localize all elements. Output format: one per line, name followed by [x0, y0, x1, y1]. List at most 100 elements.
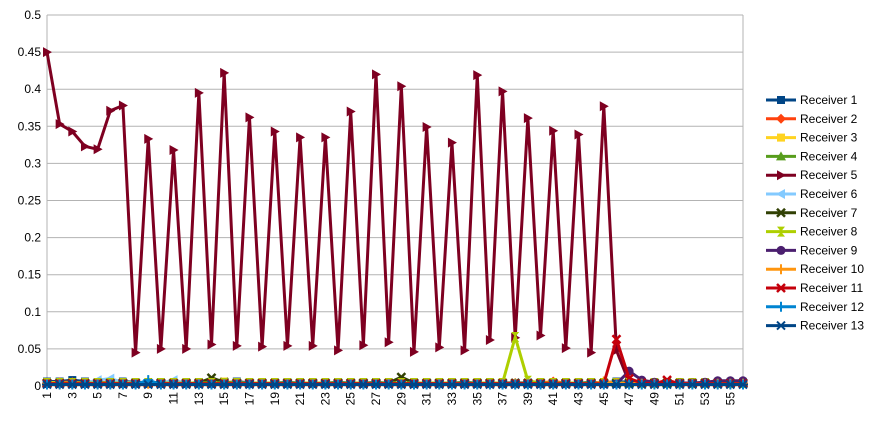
data-point	[219, 379, 230, 390]
legend-swatch-marker	[776, 207, 786, 218]
data-point	[143, 379, 154, 390]
x-tick-label: 29	[394, 392, 408, 406]
legend-item: Receiver 7	[766, 206, 858, 220]
legend-item: Receiver 6	[766, 187, 858, 201]
data-point	[372, 69, 382, 80]
legend-swatch-marker	[776, 301, 786, 312]
data-point	[232, 340, 242, 351]
x-tick-label: 49	[647, 392, 661, 406]
data-point	[93, 144, 103, 155]
data-point	[345, 379, 356, 390]
data-point	[42, 379, 52, 390]
data-point	[182, 343, 192, 354]
series-group	[42, 47, 748, 390]
data-point	[536, 330, 546, 341]
x-tick-label: 51	[673, 392, 687, 406]
data-point	[207, 339, 217, 350]
legend-label: Receiver 7	[800, 206, 858, 220]
data-point	[269, 379, 280, 390]
data-point	[130, 379, 141, 390]
data-point	[307, 379, 318, 390]
data-point	[181, 379, 192, 390]
x-tick-label: 19	[268, 392, 282, 406]
data-point	[43, 47, 52, 58]
legend-swatch-marker	[776, 151, 786, 161]
x-tick-label: 47	[622, 392, 636, 406]
x-tick-label: 17	[242, 392, 256, 406]
data-point	[523, 113, 533, 124]
data-point	[624, 379, 635, 390]
legend-swatch-marker	[776, 113, 786, 124]
legend-swatch-marker	[777, 133, 785, 142]
data-point	[333, 379, 344, 390]
data-point	[587, 347, 597, 358]
legend-swatch-marker	[776, 283, 786, 293]
data-point	[408, 379, 419, 390]
data-point	[334, 345, 344, 356]
legend-item: Receiver 8	[766, 225, 858, 239]
legend-label: Receiver 8	[800, 225, 858, 239]
data-point	[358, 379, 369, 390]
data-point	[282, 379, 293, 390]
data-point	[384, 337, 394, 348]
data-point	[105, 379, 116, 390]
x-tick-label: 15	[217, 392, 231, 406]
data-point	[79, 379, 90, 390]
y-tick-label: 0.45	[18, 45, 42, 59]
data-point	[485, 334, 495, 345]
legend-item: Receiver 5	[766, 168, 858, 182]
data-point	[484, 379, 495, 390]
y-tick-label: 0.4	[24, 82, 41, 96]
data-point	[511, 332, 520, 343]
legend-swatch-marker	[776, 264, 786, 275]
legend-swatch-marker	[777, 170, 786, 181]
y-tick-label: 0.15	[18, 268, 42, 282]
y-tick-label: 0.3	[24, 156, 41, 170]
data-point	[231, 379, 242, 390]
data-point	[80, 141, 90, 152]
legend-label: Receiver 13	[800, 319, 864, 333]
y-tick-label: 0.05	[18, 342, 42, 356]
data-point	[321, 132, 331, 143]
x-tick-label: 53	[698, 392, 712, 406]
legend-item: Receiver 10	[766, 262, 864, 276]
legend-label: Receiver 6	[800, 187, 858, 201]
y-tick-label: 0.1	[24, 305, 41, 319]
legend-label: Receiver 5	[800, 168, 858, 182]
data-point	[598, 379, 609, 390]
data-point	[662, 379, 673, 390]
data-point	[712, 379, 723, 390]
data-point	[283, 340, 293, 351]
data-point	[674, 379, 685, 390]
data-point	[573, 379, 584, 390]
data-point	[435, 342, 445, 353]
legend-swatch-marker	[776, 189, 785, 199]
x-tick-label: 45	[597, 392, 611, 406]
legend-swatch-marker	[777, 226, 785, 237]
legend-swatch-marker	[777, 96, 785, 104]
data-point	[446, 379, 457, 390]
data-point	[498, 86, 508, 97]
data-point	[561, 343, 571, 354]
series-line	[45, 51, 743, 386]
x-tick-label: 41	[546, 392, 560, 406]
data-point	[296, 132, 306, 143]
data-point	[295, 379, 306, 390]
data-point	[687, 379, 698, 390]
data-point	[510, 379, 521, 390]
legend-item: Receiver 3	[766, 131, 858, 145]
x-tick-label: 31	[420, 392, 434, 406]
legend-label: Receiver 12	[800, 300, 864, 314]
x-tick-label: 39	[521, 392, 535, 406]
legend-item: Receiver 1	[766, 93, 858, 107]
data-point	[535, 379, 546, 390]
data-point	[346, 106, 356, 117]
data-point	[522, 379, 533, 390]
data-point	[549, 125, 559, 136]
data-point	[599, 101, 609, 112]
data-point	[636, 379, 647, 390]
data-point	[649, 379, 660, 390]
x-tick-label: 1	[40, 392, 54, 399]
data-point	[257, 379, 268, 390]
data-point	[574, 129, 584, 140]
